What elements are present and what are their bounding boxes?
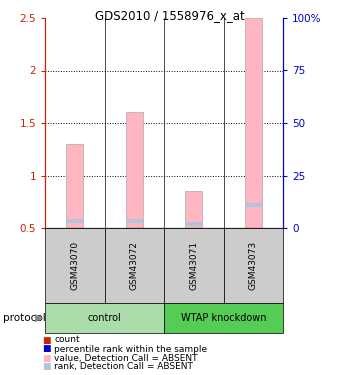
Text: ■: ■ [42,336,50,345]
Bar [164,303,283,333]
Bar [223,228,283,303]
Text: count: count [54,336,80,345]
Bar [45,228,104,303]
Bar [45,303,164,333]
Text: control: control [88,313,121,323]
Text: ■: ■ [42,354,50,363]
Text: GSM43071: GSM43071 [189,241,198,290]
Text: GSM43072: GSM43072 [130,241,139,290]
Text: percentile rank within the sample: percentile rank within the sample [54,345,207,354]
Bar [185,222,202,226]
Bar [66,219,83,223]
Bar [126,219,142,223]
Bar [185,191,202,228]
Bar [126,112,142,228]
Text: ▶: ▶ [35,313,44,323]
Bar [245,203,261,207]
Text: WTAP knockdown: WTAP knockdown [181,313,266,323]
Text: ■: ■ [42,363,50,372]
Text: rank, Detection Call = ABSENT: rank, Detection Call = ABSENT [54,363,193,372]
Text: GSM43073: GSM43073 [249,241,258,290]
Bar [245,18,261,228]
Bar [164,228,223,303]
Text: value, Detection Call = ABSENT: value, Detection Call = ABSENT [54,354,198,363]
Text: GSM43070: GSM43070 [70,241,79,290]
Text: ■: ■ [42,345,50,354]
Text: GDS2010 / 1558976_x_at: GDS2010 / 1558976_x_at [95,9,245,22]
Bar [66,144,83,228]
Text: protocol: protocol [3,313,46,323]
Bar [104,228,164,303]
